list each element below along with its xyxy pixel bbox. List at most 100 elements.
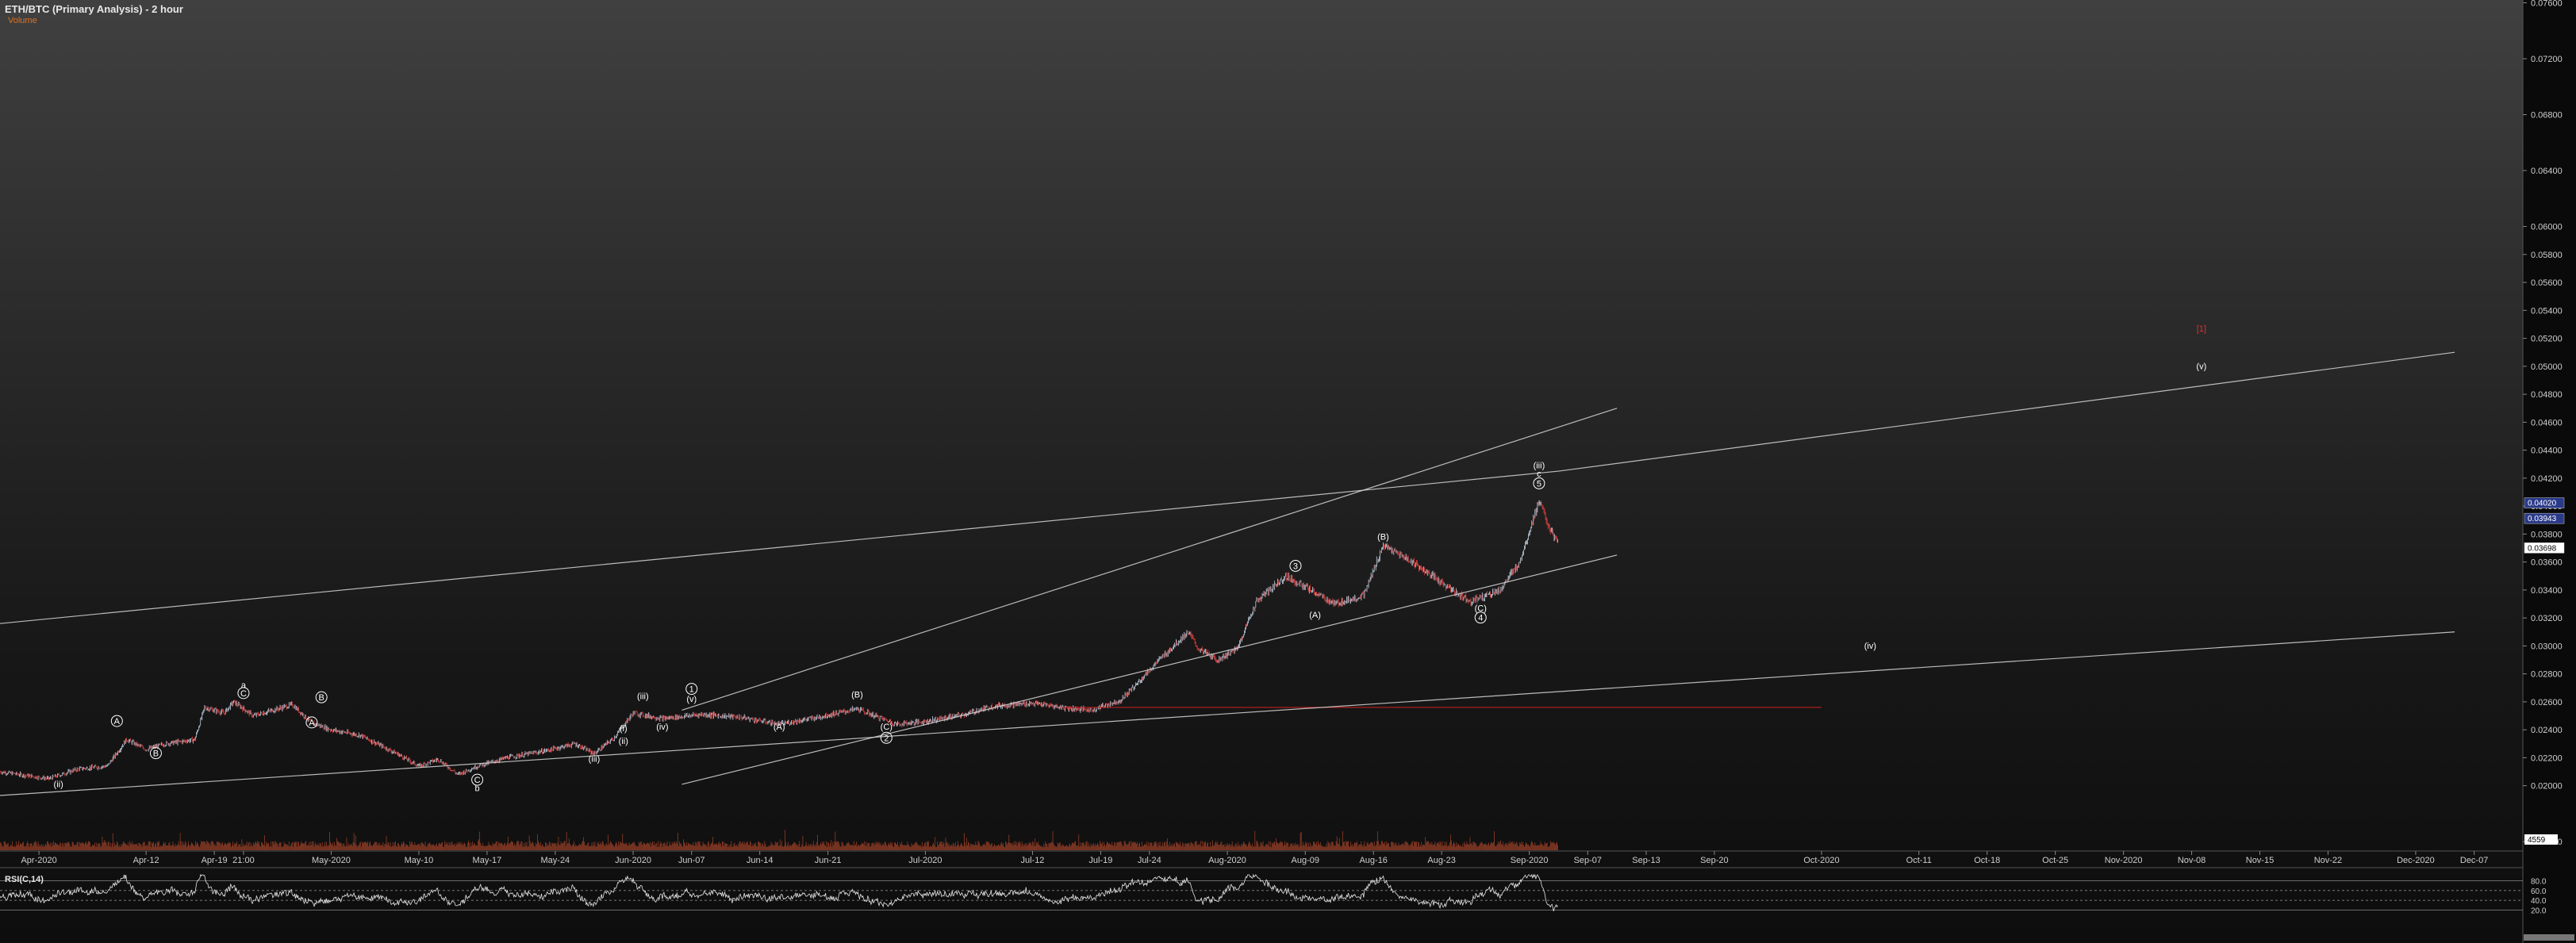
scroll-handle[interactable] [2524,934,2574,941]
volume-label: Volume [8,16,37,25]
date-tick-label: May-2020 [312,856,351,865]
volume-tag-value: 4559 [2528,836,2546,845]
wave-label: (iv) [656,723,668,732]
wave-label: (B) [1377,532,1389,542]
date-tick-label: Apr-2020 [21,856,56,865]
price-tick-label: 0.06000 [2531,223,2563,232]
wave-label-circle [149,747,162,760]
date-tick-label: Sep-20 [1700,856,1728,865]
wave-label-circle [880,731,893,744]
rsi-line [0,873,1558,911]
date-tick-label: Aug-2020 [1208,856,1246,865]
wave-label: B [153,749,159,759]
price-tick-label: 0.05200 [2531,335,2563,344]
price-tick-label: 0.04200 [2531,474,2563,484]
date-tick-label: Nov-2020 [2105,856,2143,865]
date-tick-label: Dec-2020 [2397,856,2435,865]
price-tick-label: 0.05800 [2531,251,2563,260]
date-tick-label: Oct-25 [2042,856,2068,865]
date-tick-label: Aug-09 [1292,856,1319,865]
price-tick-label: 0.06400 [2531,167,2563,176]
wave-label: (B) [851,691,863,700]
date-tick-label: Oct-11 [1906,856,1932,865]
last-price-tag [2524,542,2565,554]
date-tick-label: Sep-13 [1632,856,1660,865]
price-axis-panel [2523,0,2576,943]
date-tick-label: May-10 [405,856,434,865]
price-tick-label: 0.02400 [2531,726,2563,735]
price-tick-label: 0.05400 [2531,306,2563,316]
date-tick-label: Apr-19 [202,856,228,865]
date-tick-label: 21:00 [232,856,255,865]
date-tick-label: Nov-15 [2246,856,2274,865]
price-tick-label: 0.03000 [2531,642,2563,651]
volume-tag [2524,834,2558,845]
trend-line [1558,351,2455,472]
price-tick-label: 0.02600 [2531,698,2563,707]
date-tick-label: Oct-2020 [1803,856,1839,865]
last-price-tag [2524,497,2565,508]
trend-line [681,408,1618,711]
wave-label: 2 [884,734,889,743]
date-tick-label: Jun-14 [747,856,774,865]
date-tick-label: Jul-2020 [908,856,942,865]
last-price-tag [2524,512,2565,524]
wave-label-circle [305,716,318,729]
wave-label: C [240,689,247,699]
price-tick-label: 0.05000 [2531,362,2563,372]
price-tick-label: 0.07600 [2531,0,2563,9]
date-tick-label: Jun-07 [678,856,705,865]
trend-line [681,554,1618,785]
date-tick-label: Jun-2020 [615,856,651,865]
price-tick-label: 0.02800 [2531,670,2563,680]
wave-label: (C) [1475,604,1487,613]
wave-label: B [319,693,324,703]
trend-line [0,470,1559,624]
price-tick-label: 0.02200 [2531,753,2563,763]
date-tick-label: May-17 [473,856,502,865]
price-tick-label: 0.02000 [2531,782,2563,792]
rsi-tick-label: 60.0 [2531,887,2547,896]
last-price-value: 0.03698 [2528,544,2557,553]
date-tick-label: Jul-24 [1138,856,1161,865]
wave-label-circle [1533,477,1545,489]
price-tick-label: 0.05600 [2531,278,2563,288]
wave-label: (iii) [1534,462,1545,471]
wave-label: (v) [686,695,697,704]
wave-label: (v) [2196,362,2206,371]
date-tick-label: Jun-21 [815,856,842,865]
date-tick-label: Nov-22 [2314,856,2342,865]
wave-label: A [309,719,315,728]
date-tick-label: Dec-07 [2460,856,2488,865]
wave-label: [1] [2197,324,2206,334]
rsi-tick-label: 20.0 [2531,907,2547,916]
chart-title: ETH/BTC (Primary Analysis) - 2 hour [5,3,183,15]
price-tick-label: 0.04800 [2531,390,2563,400]
wave-label: (ii) [619,737,628,746]
wave-label-circle [110,715,123,727]
price-tick-label: 0.03400 [2531,586,2563,596]
wave-label-circle [237,687,250,700]
date-tick-label: Apr-12 [133,856,159,865]
wave-label: 1 [689,685,694,695]
wave-label-circle [1289,559,1302,572]
wave-label: (iv) [1864,642,1876,651]
price-tick-label: 0.06800 [2531,111,2563,121]
rsi-tick-label: 80.0 [2531,877,2547,886]
date-tick-label: Sep-2020 [1511,856,1549,865]
date-tick-label: Nov-08 [2178,856,2206,865]
rsi-label: RSI(C,14) [5,875,44,884]
last-price-value: 0.04020 [2528,500,2557,508]
wave-label: b [475,784,480,794]
wave-label: C [474,776,481,785]
rsi-tick-label: 40.0 [2531,897,2547,906]
price-tick-label: 0.03800 [2531,530,2563,539]
wave-label-circle [1474,611,1487,624]
wave-label: (A) [774,723,785,732]
trend-line [0,631,2455,796]
date-tick-label: Aug-23 [1427,856,1455,865]
date-tick-label: Jul-12 [1020,856,1044,865]
wave-label: (ii) [54,780,63,789]
wave-label: (iii) [589,755,601,765]
